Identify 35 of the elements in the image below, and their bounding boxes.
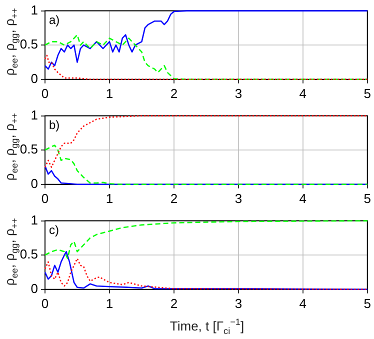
y-tick-label: 0 — [30, 280, 38, 296]
line-series — [44, 258, 368, 290]
x-tick-label: 3 — [234, 190, 242, 206]
x-tick-label: 0 — [41, 86, 49, 101]
x-tick-label: 1 — [106, 190, 114, 206]
x-tick-label: 4 — [299, 86, 307, 101]
x-tick-label: 3 — [234, 86, 242, 101]
x-axis-title: Time, t [Γ$_{ci}$$^{−1}$] — [168, 317, 246, 336]
x-tick-label: 5 — [364, 190, 371, 206]
x-tick-label: 0 — [41, 296, 49, 311]
y-tick-label: 0 — [30, 176, 38, 191]
line-series — [44, 34, 368, 80]
x-tick-label: 1 — [106, 86, 114, 101]
annotation: c) — [49, 223, 59, 238]
y-tick-label: 1 — [30, 107, 38, 122]
line-series — [44, 54, 368, 80]
x-tick-label: 1 — [106, 296, 114, 311]
y-tick-label: 1 — [30, 212, 38, 228]
x-tick-label: 4 — [299, 190, 307, 206]
x-tick-label: 0 — [41, 190, 49, 206]
x-tick-label: 5 — [364, 296, 371, 311]
x-tick-label: 2 — [170, 296, 178, 311]
x-tick-label: 2 — [170, 190, 178, 206]
x-tick-label: 2 — [170, 86, 178, 101]
x-tick-label: 5 — [364, 86, 371, 101]
x-tick-label: 4 — [299, 296, 307, 311]
line-series — [44, 144, 368, 186]
y-tick-label: 0.5 — [20, 246, 38, 262]
x-tick-label: 3 — [234, 296, 242, 311]
y-tick-label: 0.5 — [20, 142, 38, 157]
y-tick-label: 0 — [30, 70, 38, 86]
annotation: b) — [49, 118, 60, 132]
annotation: a) — [49, 13, 60, 28]
y-tick-label: 1 — [30, 2, 38, 18]
y-tick-label: 0.5 — [20, 36, 38, 52]
